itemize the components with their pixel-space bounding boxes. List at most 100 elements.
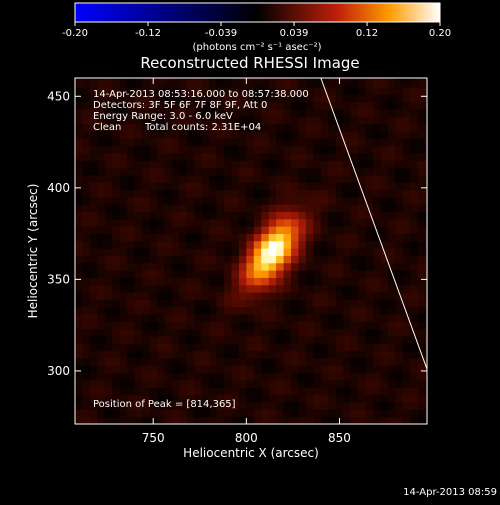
heatmap-cell [276, 233, 284, 242]
heatmap-cell [410, 79, 419, 88]
heatmap-cell [223, 314, 232, 322]
heatmap-cell [291, 233, 299, 242]
heatmap-cell [291, 131, 299, 139]
heatmap-cell [216, 79, 225, 88]
heatmap-cell [283, 409, 292, 418]
heatmap-cell [171, 101, 180, 110]
heatmap-cell [209, 416, 217, 424]
heatmap-cell [112, 255, 121, 264]
heatmap-cell [253, 160, 262, 169]
heatmap-cell [276, 350, 284, 359]
heatmap-cell [164, 336, 173, 344]
heatmap-cell [246, 380, 255, 388]
heatmap-cell [358, 284, 366, 293]
heatmap-cell [127, 218, 135, 227]
heatmap-cell [223, 292, 232, 300]
heatmap-cell [238, 321, 247, 330]
heatmap-cell [164, 416, 173, 424]
heatmap-cell [380, 101, 389, 110]
heatmap-cell [75, 226, 83, 235]
heatmap-cell [395, 248, 404, 256]
heatmap-cell [179, 248, 188, 256]
heatmap-cell [320, 204, 329, 213]
heatmap-cell [276, 204, 284, 213]
heatmap-cell [253, 306, 262, 315]
heatmap-cell [417, 79, 426, 88]
heatmap-cell [104, 409, 113, 418]
heatmap-cell [365, 270, 374, 278]
heatmap-cell [82, 233, 91, 242]
heatmap-cell [89, 321, 98, 330]
heatmap-cell [298, 416, 307, 424]
heatmap-cell [112, 284, 121, 293]
heatmap-cell [358, 79, 366, 88]
heatmap-cell [365, 226, 374, 235]
heatmap-cell [186, 284, 195, 293]
heatmap-cell [142, 145, 150, 154]
heatmap-cell [253, 416, 262, 424]
heatmap-cell [186, 196, 195, 205]
heatmap-cell [238, 175, 247, 183]
heatmap-cell [171, 204, 180, 213]
heatmap-cell [425, 321, 427, 330]
heatmap-cell [417, 394, 426, 403]
heatmap-cell [194, 336, 203, 344]
heatmap-cell [380, 153, 389, 161]
heatmap-cell [246, 218, 255, 227]
heatmap-cell [425, 350, 427, 359]
heatmap-cell [149, 380, 158, 388]
heatmap-cell [223, 196, 232, 205]
heatmap-cell [283, 204, 292, 213]
heatmap-cell [402, 79, 411, 88]
heatmap-cell [89, 153, 98, 161]
heatmap-cell [276, 196, 284, 205]
heatmap-cell [216, 328, 225, 337]
heatmap-cell [417, 416, 426, 424]
heatmap-cell [417, 380, 426, 388]
heatmap-cell [246, 182, 255, 191]
heatmap-cell [261, 402, 270, 410]
heatmap-cell [127, 343, 135, 352]
heatmap-cell [186, 218, 195, 227]
heatmap-cell [179, 78, 188, 81]
heatmap-cell [276, 328, 284, 337]
heatmap-cell [313, 328, 322, 337]
heatmap-cell [179, 182, 188, 191]
heatmap-cell [328, 123, 337, 132]
heatmap-cell [171, 387, 180, 396]
heatmap-cell [186, 277, 195, 286]
heatmap-cell [119, 145, 128, 154]
heatmap-cell [171, 336, 180, 344]
heatmap-cell [246, 262, 255, 271]
heatmap-cell [89, 387, 98, 396]
heatmap-cell [171, 167, 180, 176]
heatmap-cell [305, 277, 314, 286]
heatmap-cell [231, 409, 240, 418]
heatmap-cell [276, 292, 284, 300]
heatmap-cell [246, 196, 255, 205]
heatmap-cell [134, 182, 143, 191]
heatmap-cell [417, 314, 426, 322]
heatmap-cell [261, 372, 270, 381]
heatmap-cell [328, 255, 337, 264]
heatmap-cell [253, 402, 262, 410]
heatmap-cell [194, 240, 203, 249]
heatmap-cell [268, 299, 277, 308]
heatmap-cell [372, 101, 381, 110]
heatmap-cell [149, 372, 158, 381]
heatmap-cell [410, 306, 419, 315]
heatmap-cell [425, 78, 427, 81]
heatmap-cell [291, 314, 299, 322]
heatmap-cell [179, 387, 188, 396]
heatmap-cell [402, 131, 411, 139]
heatmap-cell [253, 299, 262, 308]
heatmap-cell [328, 211, 337, 220]
heatmap-cell [238, 240, 247, 249]
heatmap-cell [201, 314, 210, 322]
heatmap-cell [127, 87, 135, 95]
heatmap-cell [291, 350, 299, 359]
heatmap-cell [171, 78, 180, 81]
heatmap-cell [112, 87, 121, 95]
heatmap-cell [164, 233, 173, 242]
heatmap-cell [179, 240, 188, 249]
